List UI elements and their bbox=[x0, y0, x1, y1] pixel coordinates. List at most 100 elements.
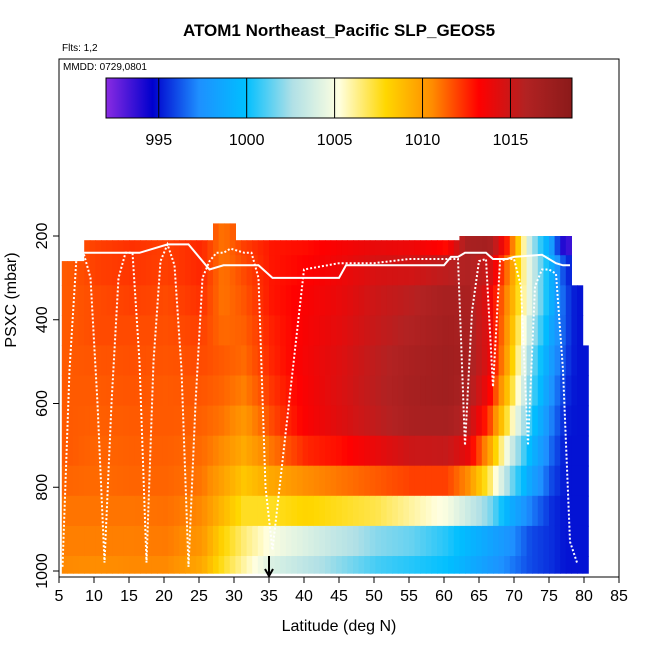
heat-cell bbox=[459, 285, 466, 316]
heat-cell bbox=[397, 435, 404, 467]
heat-cell bbox=[252, 495, 259, 527]
heat-cell bbox=[397, 345, 404, 377]
x-tick-label: 80 bbox=[575, 588, 593, 605]
heat-cell bbox=[487, 556, 494, 574]
heat-cell bbox=[537, 405, 544, 437]
heat-cell bbox=[179, 345, 186, 377]
heat-cell bbox=[487, 465, 494, 497]
heat-cell bbox=[526, 435, 533, 467]
heat-cell bbox=[280, 315, 287, 347]
heat-cell bbox=[571, 495, 578, 527]
heat-cell bbox=[571, 525, 578, 557]
heat-cell bbox=[201, 525, 208, 557]
heat-cell bbox=[112, 495, 119, 527]
heat-cell bbox=[465, 315, 472, 347]
heat-cell bbox=[526, 556, 533, 574]
heat-cell bbox=[173, 465, 180, 497]
heat-cell bbox=[241, 345, 248, 377]
x-tick-label: 10 bbox=[85, 588, 103, 605]
heat-cell bbox=[420, 240, 427, 256]
heat-cell bbox=[235, 255, 242, 286]
heat-cell bbox=[504, 236, 511, 256]
heat-cell bbox=[448, 405, 455, 437]
heat-cell bbox=[549, 315, 556, 347]
heat-cell bbox=[571, 375, 578, 407]
heat-cell bbox=[274, 255, 281, 286]
heat-cell bbox=[448, 495, 455, 527]
heat-cell bbox=[381, 495, 388, 527]
heat-cell bbox=[476, 556, 483, 574]
heat-cell bbox=[465, 405, 472, 437]
heat-cell bbox=[185, 240, 192, 256]
heat-cell bbox=[565, 255, 572, 286]
heat-cell bbox=[515, 435, 522, 467]
heat-cell bbox=[224, 315, 231, 347]
heat-cell bbox=[73, 285, 80, 316]
heat-cell bbox=[129, 375, 136, 407]
heat-cell bbox=[403, 405, 410, 437]
heat-cell bbox=[129, 345, 136, 377]
heat-cell bbox=[465, 255, 472, 286]
heat-cell bbox=[571, 285, 578, 316]
heat-cell bbox=[224, 375, 231, 407]
heat-cell bbox=[229, 525, 236, 557]
heat-cell bbox=[330, 405, 337, 437]
heat-cell bbox=[442, 345, 449, 377]
heat-cell bbox=[84, 375, 91, 407]
heat-cell bbox=[403, 285, 410, 316]
heat-cell bbox=[235, 525, 242, 557]
heat-cell bbox=[381, 255, 388, 286]
heat-cell bbox=[117, 556, 124, 574]
x-tick-label: 35 bbox=[260, 588, 278, 605]
heat-cell bbox=[291, 315, 298, 347]
heat-cell bbox=[196, 405, 203, 437]
heat-cell bbox=[285, 525, 292, 557]
heat-cell bbox=[470, 465, 477, 497]
heat-cell bbox=[241, 556, 248, 574]
heat-cell bbox=[420, 405, 427, 437]
heat-cell bbox=[487, 405, 494, 437]
heat-cell bbox=[297, 556, 304, 574]
heat-cell bbox=[403, 465, 410, 497]
heat-cell bbox=[336, 240, 343, 256]
heat-cell bbox=[201, 556, 208, 574]
heat-cell bbox=[134, 345, 141, 377]
x-tick-label: 65 bbox=[470, 588, 488, 605]
heat-cell bbox=[459, 556, 466, 574]
heat-cell bbox=[117, 285, 124, 316]
heat-cell bbox=[336, 556, 343, 574]
heat-cell bbox=[515, 345, 522, 377]
heat-cell bbox=[493, 525, 500, 557]
heat-cell bbox=[353, 240, 360, 256]
heat-cell bbox=[129, 240, 136, 256]
heat-cell bbox=[358, 435, 365, 467]
heat-cell bbox=[291, 495, 298, 527]
heat-cell bbox=[459, 345, 466, 377]
y-tick-label: 200 bbox=[34, 223, 51, 250]
heat-cell bbox=[285, 495, 292, 527]
heat-cell bbox=[201, 465, 208, 497]
heat-cell bbox=[201, 255, 208, 286]
upper-level-line bbox=[76, 243, 570, 279]
heat-cell bbox=[504, 495, 511, 527]
heat-cell bbox=[196, 465, 203, 497]
heat-cell bbox=[84, 345, 91, 377]
heat-cell bbox=[263, 525, 270, 557]
heat-cell bbox=[409, 240, 416, 256]
heat-cell bbox=[487, 345, 494, 377]
heat-cell bbox=[73, 525, 80, 557]
heat-cell bbox=[145, 255, 152, 286]
heat-cell bbox=[302, 375, 309, 407]
heat-cell bbox=[521, 525, 528, 557]
heat-cell bbox=[269, 315, 276, 347]
heat-cell bbox=[431, 556, 438, 574]
heat-cell bbox=[442, 556, 449, 574]
heat-cell bbox=[280, 495, 287, 527]
heat-cell bbox=[285, 556, 292, 574]
heat-cell bbox=[207, 465, 214, 497]
heat-cell bbox=[364, 255, 371, 286]
heat-cell bbox=[336, 405, 343, 437]
heat-cell bbox=[537, 236, 544, 256]
heat-cell bbox=[257, 240, 264, 256]
x-tick-label: 20 bbox=[155, 588, 173, 605]
